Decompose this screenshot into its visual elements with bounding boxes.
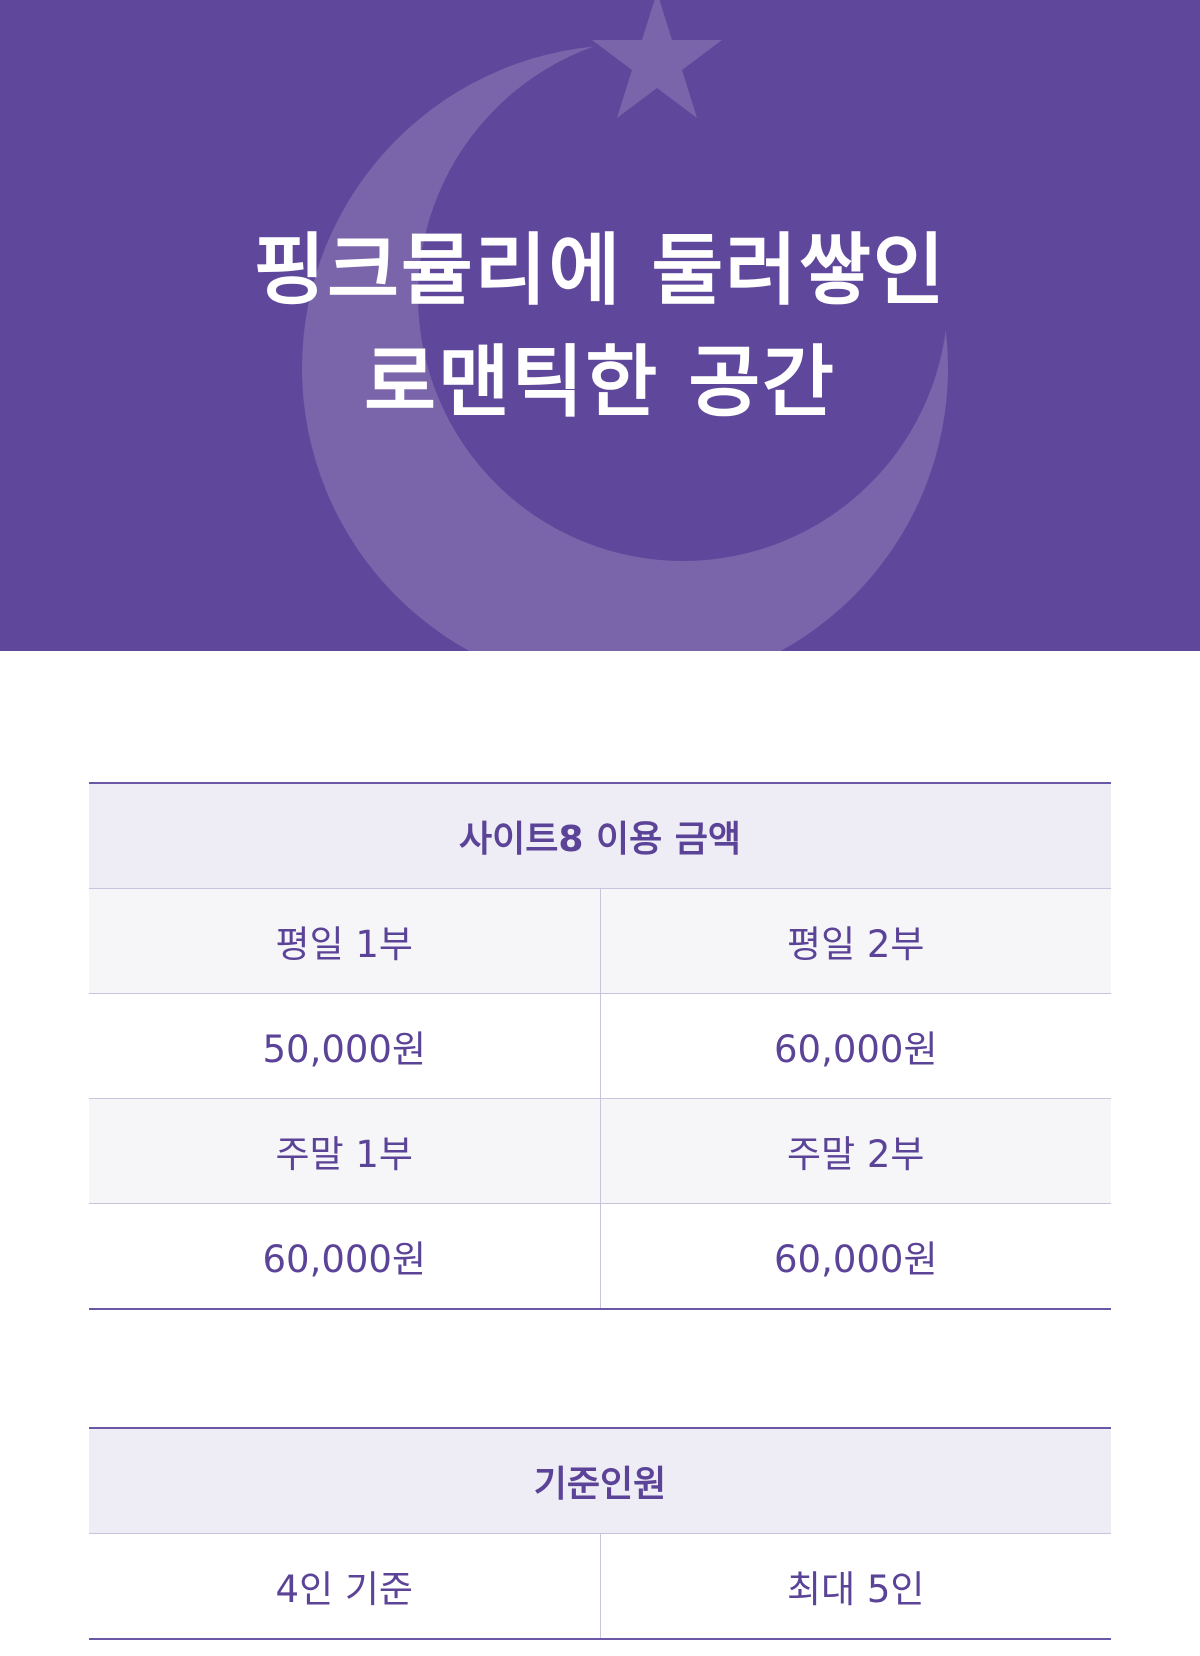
table-cell: 60,000원 (89, 1204, 601, 1308)
table-row: 50,000원 60,000원 (89, 994, 1111, 1099)
table-cell: 최대 5인 (787, 1568, 925, 1611)
table-row: 평일 1부 평일 2부 (89, 889, 1111, 994)
table-cell: 60,000원 (773, 1238, 938, 1281)
table-cell: 50,000원 (89, 994, 601, 1098)
table-row: 4인 기준 최대 5인 (89, 1534, 1111, 1638)
table-row: 주말 1부 주말 2부 (89, 1099, 1111, 1204)
star-icon (592, 0, 722, 118)
price-table-title: 사이트8 이용 금액 (89, 784, 1111, 889)
moon-star-decoration (302, 0, 948, 651)
hero-banner: 핑크뮬리에 둘러쌓인 로맨틱한 공간 (0, 0, 1200, 651)
table-cell: 주말 2부 (787, 1133, 925, 1176)
capacity-table: 기준인원 4인 기준 최대 5인 (89, 1427, 1111, 1640)
table-cell: 60,000원 (773, 1028, 938, 1071)
banner-title-line2: 로맨틱한 공간 (364, 338, 836, 428)
table-cell: 4인 기준 (89, 1534, 601, 1638)
table-row: 60,000원 60,000원 (89, 1204, 1111, 1308)
table-cell: 평일 2부 (787, 923, 925, 966)
capacity-table-title: 기준인원 (89, 1429, 1111, 1534)
banner-title: 핑크뮬리에 둘러쌓인 로맨틱한 공간 (0, 215, 1200, 439)
table-cell: 평일 1부 (89, 889, 601, 993)
price-table: 사이트8 이용 금액 평일 1부 평일 2부 50,000원 60,000원 주… (89, 782, 1111, 1310)
table-cell: 주말 1부 (89, 1099, 601, 1203)
banner-title-line1: 핑크뮬리에 둘러쌓인 (253, 226, 947, 316)
crescent-moon-icon (302, 45, 948, 651)
